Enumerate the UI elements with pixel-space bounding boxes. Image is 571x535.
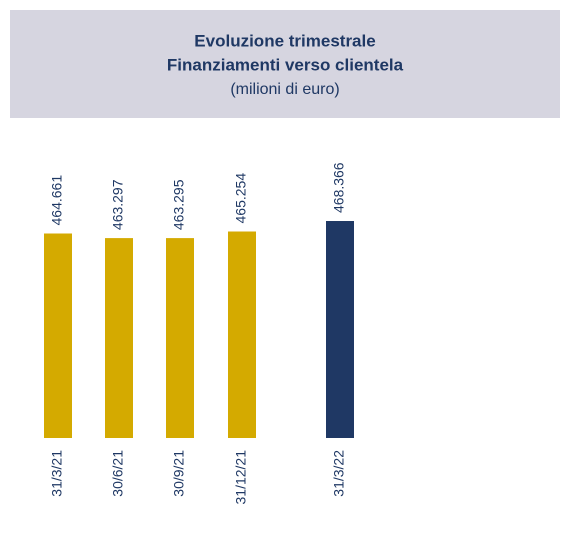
- chart-title: Evoluzione trimestrale: [194, 31, 375, 50]
- bar: [44, 233, 72, 438]
- x-tick-label: 31/12/21: [233, 450, 249, 505]
- x-tick-label: 31/3/21: [49, 450, 65, 497]
- bar: [228, 231, 256, 438]
- x-tick-label: 30/6/21: [110, 450, 126, 497]
- value-label: 468.366: [331, 162, 347, 213]
- bar: [105, 238, 133, 438]
- title-box: [10, 10, 560, 118]
- value-label: 464.661: [49, 175, 65, 226]
- value-label: 463.297: [110, 179, 126, 230]
- x-tick-label: 31/3/22: [331, 450, 347, 497]
- unit-label: (milioni di euro): [230, 81, 339, 98]
- value-label: 463.295: [171, 179, 187, 230]
- value-label: 465.254: [233, 173, 249, 224]
- x-tick-label: 30/9/21: [171, 450, 187, 497]
- bar: [166, 238, 194, 438]
- chart-subtitle: Finanziamenti verso clientela: [167, 55, 404, 74]
- bar: [326, 221, 354, 438]
